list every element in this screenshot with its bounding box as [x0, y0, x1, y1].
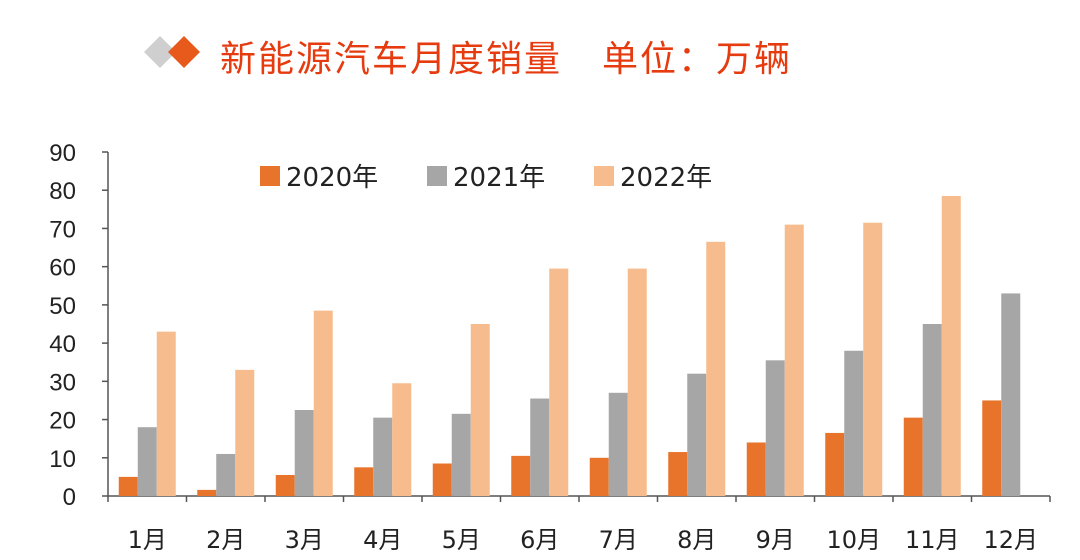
x-tick-label: 3月	[285, 526, 324, 554]
bar-2020年-3月	[275, 474, 295, 496]
diamond-icons	[144, 36, 200, 68]
x-tick-label: 2月	[206, 526, 245, 554]
bar-2021年-7月	[608, 392, 628, 496]
bar-2022年-8月	[706, 241, 726, 496]
bar-2020年-8月	[668, 452, 688, 496]
legend-swatch	[594, 166, 614, 186]
bar-2022年-6月	[549, 268, 569, 496]
bar-2022年-1月	[156, 331, 176, 496]
y-tick-label: 50	[49, 293, 76, 320]
bar-2020年-12月	[982, 400, 1002, 496]
orange-diamond-icon	[168, 36, 200, 68]
y-tick-label: 10	[49, 446, 76, 473]
chart-title: 新能源汽车月度销量 单位：万辆	[220, 30, 792, 82]
x-tick-label: 6月	[520, 526, 559, 554]
bar-2022年-10月	[863, 222, 883, 496]
chart-title-bar: 新能源汽车月度销量 单位：万辆	[140, 20, 860, 92]
y-tick-label: 40	[49, 331, 76, 358]
bar-2022年-11月	[941, 195, 961, 496]
legend: 2020年 2021年 2022年	[260, 163, 712, 193]
x-tick-label: 11月	[905, 526, 960, 554]
x-tick-label: 4月	[363, 526, 402, 554]
y-tick-label: 20	[49, 408, 76, 435]
x-tick-label: 7月	[599, 526, 638, 554]
bar-2020年-2月	[197, 489, 217, 496]
x-tick-label: 10月	[826, 526, 881, 554]
x-tick-label: 5月	[442, 526, 481, 554]
bar-2020年-1月	[118, 476, 138, 496]
bar-2022年-4月	[392, 383, 412, 496]
bar-2020年-5月	[432, 463, 452, 496]
bar-2022年-3月	[313, 310, 333, 496]
y-tick-label: 90	[49, 140, 76, 167]
x-axis: 1月 2月 3月 4月 5月 6月 7月 8月 9月 10月 11月 12月	[107, 495, 1051, 554]
x-tick-label: 9月	[756, 526, 795, 554]
legend-label: 2021年	[453, 163, 545, 193]
x-tick-label: 1月	[128, 526, 167, 554]
bar-2021年-11月	[922, 324, 942, 496]
title-unit: 单位：万辆	[602, 39, 793, 80]
title-main: 新能源汽车月度销量	[220, 39, 563, 80]
bar-2022年-7月	[627, 268, 647, 496]
bar-2021年-5月	[451, 413, 471, 496]
legend-label: 2020年	[286, 163, 378, 193]
bar-2021年-4月	[373, 417, 393, 496]
bar-2021年-2月	[216, 453, 236, 496]
bar-2021年-12月	[1001, 293, 1021, 496]
bar-2022年-2月	[235, 369, 255, 496]
y-tick-label: 80	[49, 178, 76, 205]
y-tick-label: 30	[49, 369, 76, 396]
y-tick-label: 0	[63, 484, 76, 511]
bar-2021年-3月	[294, 410, 314, 496]
bar-2020年-4月	[354, 467, 374, 496]
bar-2020年-6月	[511, 455, 531, 496]
bar-2022年-5月	[470, 324, 490, 496]
bar-2021年-10月	[844, 350, 864, 496]
legend-label: 2022年	[620, 163, 712, 193]
bar-2020年-11月	[903, 417, 923, 496]
x-tick-label: 8月	[677, 526, 716, 554]
y-axis: 0 10 20 30 40 50 60 70 80 90	[49, 140, 109, 511]
legend-swatch	[260, 166, 280, 186]
bar-2020年-10月	[825, 432, 845, 496]
bar-2021年-6月	[530, 398, 550, 496]
bar-2021年-1月	[137, 427, 157, 496]
bar-2020年-7月	[589, 457, 609, 496]
x-tick-label: 12月	[983, 526, 1038, 554]
y-tick-label: 60	[49, 255, 76, 282]
bars	[118, 195, 1021, 496]
bar-2020年-9月	[746, 442, 766, 496]
bar-2022年-9月	[784, 224, 804, 496]
y-tick-label: 70	[49, 216, 76, 243]
bar-2021年-8月	[687, 373, 707, 496]
legend-swatch	[427, 166, 447, 186]
bar-2021年-9月	[765, 360, 785, 496]
gray-diamond-icon	[144, 36, 176, 68]
